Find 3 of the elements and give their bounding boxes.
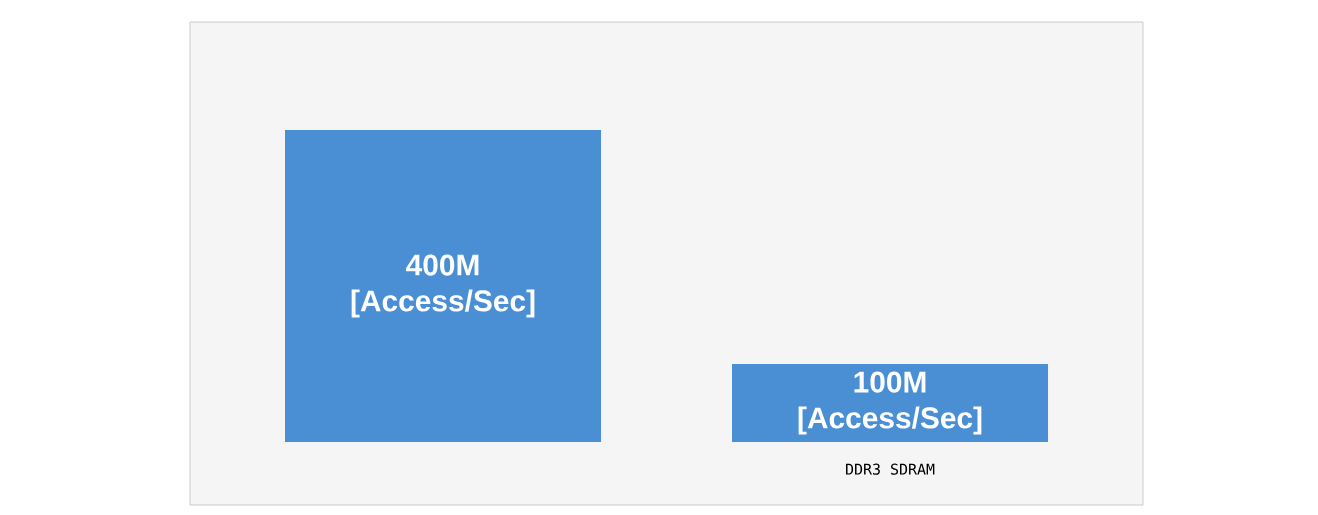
data-label: 400M [Access/Sec]	[351, 254, 535, 318]
x-tick-label: DDR3 SDRAM	[846, 463, 935, 475]
data-label: 100M [Access/Sec]	[798, 371, 982, 435]
